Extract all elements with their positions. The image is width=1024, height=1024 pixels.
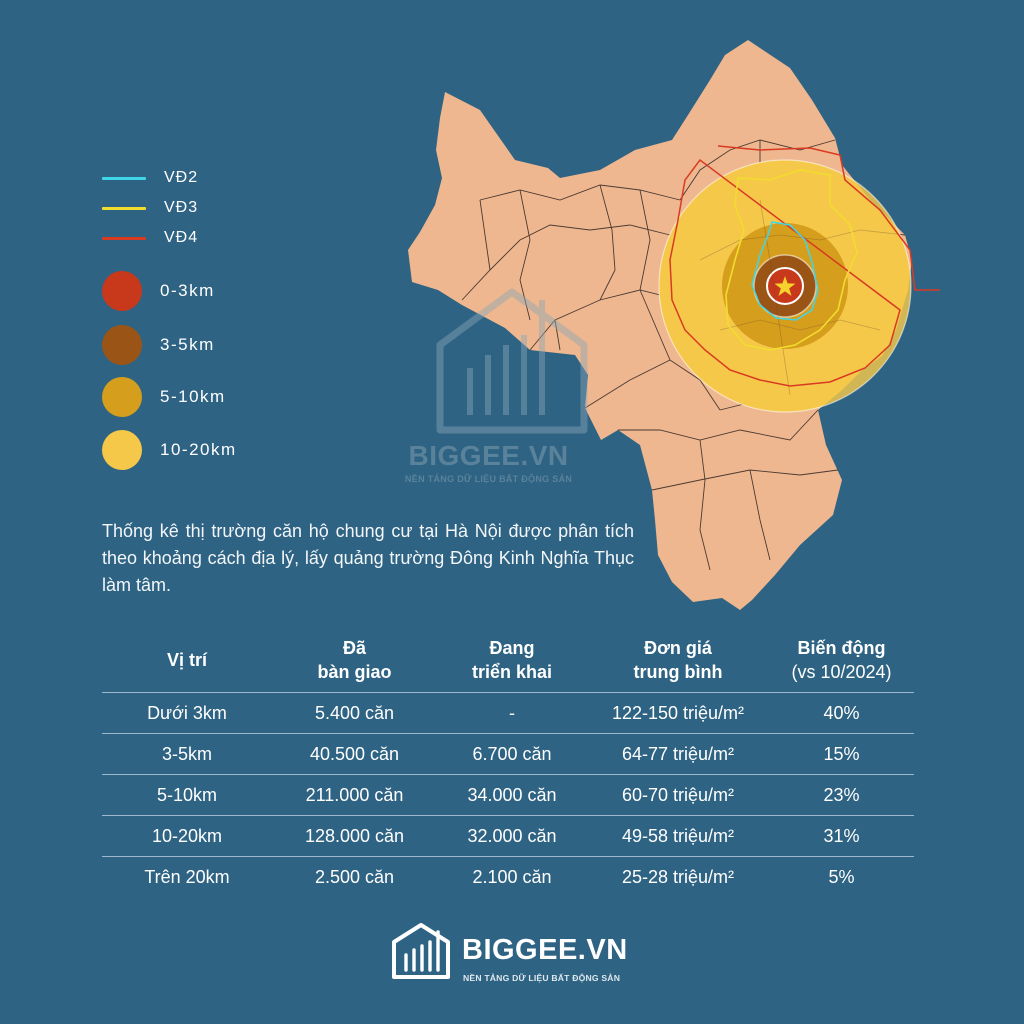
legend-item-vd2: VĐ2: [102, 169, 198, 187]
brand-name: BIGGEE.VN: [462, 934, 628, 966]
table-row: 10-20km 128.000 căn 32.000 căn 49-58 tri…: [102, 815, 914, 857]
legend-item-3-5km: 3-5km: [102, 325, 215, 365]
legend-label-0-3km: 0-3km: [160, 281, 215, 300]
header-change-sub: (vs 10/2024): [791, 662, 892, 682]
legend-label-5-10km: 5-10km: [160, 387, 226, 406]
table-row: 3-5km 40.500 căn 6.700 căn 64-77 triệu/m…: [102, 733, 914, 775]
legend-line-vd4: [102, 236, 146, 240]
cell-location: 3-5km: [102, 733, 272, 775]
description-text: Thống kê thị trường căn hộ chung cư tại …: [102, 521, 634, 595]
legend-dot-0-3km: [102, 271, 142, 311]
table-row: Dưới 3km 5.400 căn - 122-150 triệu/m² 40…: [102, 692, 914, 734]
header-location: Vị trí: [102, 628, 272, 693]
cell-change: 15%: [769, 733, 914, 775]
cell-location: Dưới 3km: [102, 692, 272, 734]
cell-avg-price: 60-70 triệu/m²: [587, 774, 769, 816]
legend-label-3-5km: 3-5km: [160, 335, 215, 354]
cell-avg-price: 25-28 triệu/m²: [621, 866, 735, 887]
watermark: BIGGEE.VN NỀN TẢNG DỮ LIỆU BẤT ĐỘNG SẢN: [405, 440, 572, 484]
cell-in-progress: 32.000 căn: [437, 815, 587, 857]
table-header-row: Vị trí Đã bàn giao Đang triển khai Đơn g…: [102, 628, 914, 693]
cell-avg-price: 64-77 triệu/m²: [587, 733, 769, 775]
apartment-stats-table: Vị trí Đã bàn giao Đang triển khai Đơn g…: [102, 628, 914, 897]
legend-line-vd3: [102, 206, 146, 210]
cell-in-progress: -: [437, 692, 587, 734]
cell-avg-price: 49-58 triệu/m²: [587, 815, 769, 857]
cell-change: 31%: [769, 815, 914, 857]
header-change: Biến động (vs 10/2024): [769, 628, 914, 693]
legend-item-vd4: VĐ4: [102, 229, 198, 247]
cell-in-progress: 2.100 căn: [472, 866, 552, 887]
cell-delivered: 40.500 căn: [272, 733, 437, 775]
header-avg-price: Đơn giá trung bình: [587, 628, 769, 693]
cell-location: Trên 20km: [144, 866, 230, 887]
ring-road-vd2: [751, 221, 819, 321]
cell-avg-price: 122-150 triệu/m²: [587, 692, 769, 734]
cell-delivered: 5.400 căn: [272, 692, 437, 734]
brand-tagline: NỀN TẢNG DỮ LIỆU BẤT ĐỘNG SẢN: [463, 973, 621, 983]
watermark-tagline: NỀN TẢNG DỮ LIỆU BẤT ĐỘNG SẢN: [405, 474, 573, 484]
legend-item-0-3km: 0-3km: [102, 271, 215, 311]
ring-district-overlay: [699, 199, 906, 396]
cell-delivered: 2.500 căn: [314, 866, 395, 887]
legend-dot-3-5km: [102, 325, 142, 365]
legend-dot-5-10km: [102, 377, 142, 417]
cell-delivered: 211.000 căn: [272, 774, 437, 816]
legend-dot-10-20km: [102, 430, 142, 470]
table-row: Trên 20km 2.500 căn 2.100 căn 25-28 triệ…: [102, 857, 914, 898]
legend-label-vd3: VĐ3: [164, 199, 199, 216]
table-row: 5-10km 211.000 căn 34.000 căn 60-70 triệ…: [102, 774, 914, 816]
watermark-logo-icon: [436, 288, 588, 434]
cell-delivered: 128.000 căn: [272, 815, 437, 857]
cell-change: 5%: [828, 866, 855, 887]
legend-item-5-10km: 5-10km: [102, 377, 226, 417]
cell-change: 23%: [769, 774, 914, 816]
cell-location: 5-10km: [102, 774, 272, 816]
cell-in-progress: 34.000 căn: [437, 774, 587, 816]
cell-change: 40%: [769, 692, 914, 734]
map-legend: VĐ2 VĐ3 VĐ4 0-3km 3-5km 5-10km 10-20km: [102, 165, 302, 475]
star-icon: [774, 276, 796, 296]
legend-label-vd2: VĐ2: [164, 169, 199, 186]
cell-in-progress: 6.700 căn: [437, 733, 587, 775]
header-delivered: Đã bàn giao: [272, 628, 437, 693]
cell-location: 10-20km: [102, 815, 272, 857]
ring-road-vd3: [725, 169, 858, 351]
watermark-name: BIGGEE.VN: [408, 440, 569, 471]
legend-item-10-20km: 10-20km: [102, 430, 237, 470]
header-in-progress: Đang triển khai: [437, 628, 587, 693]
legend-label-vd4: VĐ4: [164, 229, 199, 246]
legend-label-10-20km: 10-20km: [160, 440, 237, 459]
building-bars-icon: [392, 923, 450, 979]
brand-footer: BIGGEE.VN NỀN TẢNG DỮ LIỆU BẤT ĐỘNG SẢN: [390, 922, 640, 992]
legend-item-vd3: VĐ3: [102, 199, 198, 217]
header-change-main: Biến động: [797, 638, 886, 658]
ring-road-vd4: [669, 145, 940, 387]
legend-line-vd2: [102, 176, 146, 180]
